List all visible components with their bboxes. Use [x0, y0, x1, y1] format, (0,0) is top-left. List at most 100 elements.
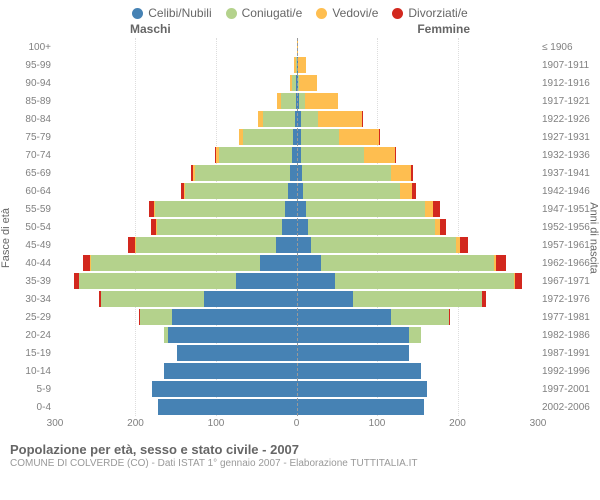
- plot-area: Fasce di età Anni di nascita 100+≤ 19069…: [0, 38, 600, 438]
- chart-title: Popolazione per età, sesso e stato civil…: [10, 442, 590, 457]
- segment-married: [302, 165, 391, 181]
- pyramid-row: 90-941912-1916: [55, 74, 538, 92]
- male-bar: [55, 75, 297, 91]
- x-axis: 3002001000100200300: [55, 416, 538, 438]
- segment-single: [204, 291, 297, 307]
- age-label: 80-84: [17, 114, 51, 125]
- segment-single: [297, 237, 311, 253]
- header-male: Maschi: [130, 22, 171, 36]
- male-bar: [55, 273, 297, 289]
- female-bar: [297, 57, 539, 73]
- female-bar: [297, 309, 539, 325]
- segment-married: [243, 129, 293, 145]
- male-bar: [55, 183, 297, 199]
- legend-swatch: [226, 8, 237, 19]
- segment-single: [168, 327, 297, 343]
- legend-label: Coniugati/e: [242, 6, 303, 20]
- female-bar: [297, 183, 539, 199]
- segment-married: [391, 309, 449, 325]
- female-bar: [297, 147, 539, 163]
- segment-single: [285, 201, 296, 217]
- header-female: Femmine: [417, 22, 470, 36]
- male-bar: [55, 327, 297, 343]
- segment-widowed: [425, 201, 433, 217]
- pyramid-rows: 100+≤ 190695-991907-191190-941912-191685…: [55, 38, 538, 416]
- segment-widowed: [305, 93, 337, 109]
- age-label: 65-69: [17, 168, 51, 179]
- birth-year-label: 1997-2001: [542, 384, 598, 395]
- segment-widowed: [339, 129, 379, 145]
- segment-married: [155, 201, 285, 217]
- segment-single: [236, 273, 296, 289]
- segment-divorced: [362, 111, 363, 127]
- segment-single: [260, 255, 296, 271]
- birth-year-label: 1942-1946: [542, 186, 598, 197]
- age-label: 35-39: [17, 276, 51, 287]
- x-tick: 100: [208, 418, 225, 429]
- segment-divorced: [440, 219, 446, 235]
- birth-year-label: 1927-1931: [542, 132, 598, 143]
- birth-year-label: ≤ 1906: [542, 42, 598, 53]
- pyramid-row: 95-991907-1911: [55, 56, 538, 74]
- birth-year-label: 1947-1951: [542, 204, 598, 215]
- x-tick: 200: [449, 418, 466, 429]
- segment-single: [297, 273, 336, 289]
- age-label: 60-64: [17, 186, 51, 197]
- male-bar: [55, 129, 297, 145]
- legend-swatch: [316, 8, 327, 19]
- segment-divorced: [515, 273, 522, 289]
- birth-year-label: 1992-1996: [542, 366, 598, 377]
- age-label: 75-79: [17, 132, 51, 143]
- segment-married: [185, 183, 288, 199]
- segment-single: [297, 363, 422, 379]
- segment-single: [164, 363, 297, 379]
- male-bar: [55, 201, 297, 217]
- segment-widowed: [297, 39, 298, 55]
- female-bar: [297, 39, 539, 55]
- birth-year-label: 1987-1991: [542, 348, 598, 359]
- birth-year-label: 1962-1966: [542, 258, 598, 269]
- x-tick: 100: [369, 418, 386, 429]
- female-bar: [297, 291, 539, 307]
- pyramid-row: 65-691937-1941: [55, 164, 538, 182]
- legend-label: Divorziati/e: [408, 6, 467, 20]
- segment-married: [136, 237, 277, 253]
- age-label: 20-24: [17, 330, 51, 341]
- male-bar: [55, 237, 297, 253]
- age-label: 90-94: [17, 78, 51, 89]
- legend-swatch: [132, 8, 143, 19]
- segment-married: [308, 219, 435, 235]
- pyramid-row: 30-341972-1976: [55, 290, 538, 308]
- age-label: 50-54: [17, 222, 51, 233]
- segment-single: [297, 345, 410, 361]
- male-bar: [55, 165, 297, 181]
- segment-married: [263, 111, 295, 127]
- female-bar: [297, 399, 539, 415]
- pyramid-row: 50-541952-1956: [55, 218, 538, 236]
- female-bar: [297, 381, 539, 397]
- female-bar: [297, 327, 539, 343]
- segment-married: [101, 291, 204, 307]
- segment-married: [335, 273, 514, 289]
- birth-year-label: 1917-1921: [542, 96, 598, 107]
- segment-single: [297, 309, 392, 325]
- age-label: 45-49: [17, 240, 51, 251]
- x-tick: 0: [294, 418, 300, 429]
- age-label: 55-59: [17, 204, 51, 215]
- birth-year-label: 1957-1961: [542, 240, 598, 251]
- segment-divorced: [395, 147, 397, 163]
- legend-label: Vedovi/e: [332, 6, 378, 20]
- pyramid-row: 35-391967-1971: [55, 272, 538, 290]
- segment-single: [276, 237, 296, 253]
- female-bar: [297, 75, 539, 91]
- age-label: 15-19: [17, 348, 51, 359]
- birth-year-label: 1932-1936: [542, 150, 598, 161]
- segment-widowed: [298, 57, 306, 73]
- legend-item: Coniugati/e: [226, 6, 303, 20]
- pyramid-row: 5-91997-2001: [55, 380, 538, 398]
- segment-single: [297, 381, 427, 397]
- segment-married: [303, 183, 400, 199]
- segment-married: [219, 147, 291, 163]
- segment-widowed: [318, 111, 362, 127]
- segment-single: [297, 399, 424, 415]
